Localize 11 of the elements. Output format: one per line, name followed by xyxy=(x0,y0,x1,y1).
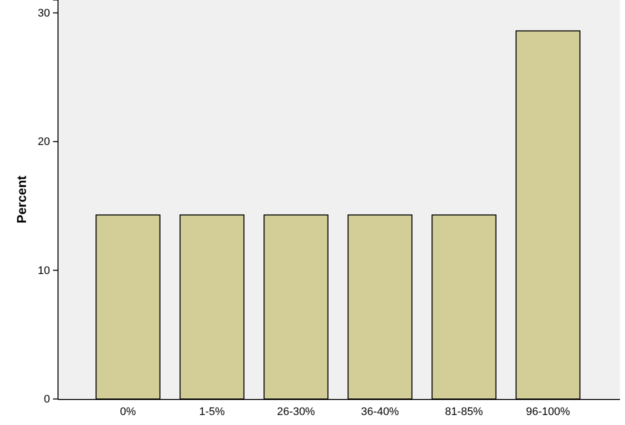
y-tick-label: 0 xyxy=(44,394,50,406)
y-tick-label: 20 xyxy=(38,136,50,148)
x-tick-label: 96-100% xyxy=(526,406,570,418)
y-tick-label: 10 xyxy=(38,264,50,277)
x-tick-label: 0% xyxy=(120,406,136,418)
x-tick-label: 81-85% xyxy=(445,406,484,418)
x-tick-label: 1-5% xyxy=(199,406,226,418)
x-tick-label: 26-30% xyxy=(277,406,316,418)
x-tick-label: 36-40% xyxy=(361,406,400,418)
y-tick-label: 30 xyxy=(38,7,50,20)
y-axis-title: Percent xyxy=(14,174,29,224)
